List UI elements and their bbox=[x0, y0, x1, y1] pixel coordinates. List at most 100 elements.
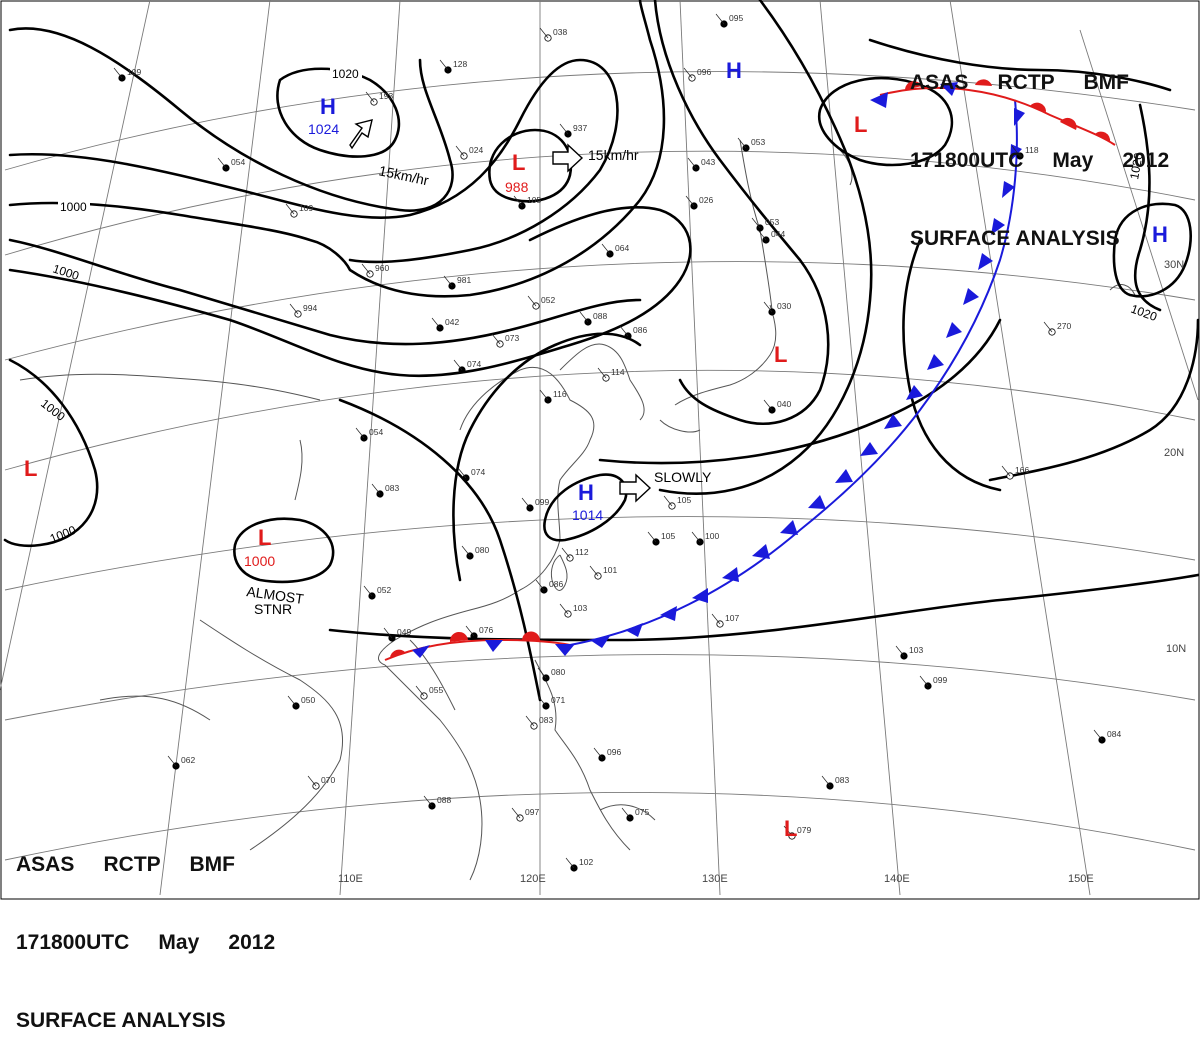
station-value: 024 bbox=[469, 145, 483, 155]
wind-barb bbox=[619, 325, 629, 337]
motion-text: 15km/hr 15km/hr SLOWLY ALMOST STNR bbox=[246, 147, 712, 617]
cold-front-barb bbox=[780, 520, 798, 535]
wind-barb bbox=[663, 495, 673, 507]
warm-front-symbols bbox=[390, 79, 1111, 658]
wind-barb bbox=[751, 217, 761, 229]
high-1024-value: 1024 bbox=[308, 121, 339, 137]
graticule bbox=[0, 0, 1199, 896]
wind-barb bbox=[513, 195, 523, 207]
wind-barb bbox=[559, 123, 569, 135]
station-value: 040 bbox=[777, 399, 791, 409]
wind-barb bbox=[285, 203, 295, 215]
station-value: 052 bbox=[377, 585, 391, 595]
high-ne-letter: H bbox=[726, 58, 742, 83]
station-value: 083 bbox=[385, 483, 399, 493]
low-988-letter: L bbox=[512, 150, 525, 175]
station-value: 086 bbox=[549, 579, 563, 589]
station-value: 075 bbox=[635, 807, 649, 817]
cold-front-barb bbox=[940, 82, 958, 96]
warm-front-bump bbox=[449, 631, 468, 642]
station-value: 074 bbox=[471, 467, 485, 477]
wind-barb bbox=[511, 807, 521, 819]
warm-front-bump bbox=[905, 81, 922, 90]
cold-front-barb bbox=[590, 636, 610, 648]
station-value: 064 bbox=[615, 243, 629, 253]
cold-front-barb bbox=[906, 385, 923, 400]
isobar-center bbox=[8, 206, 692, 377]
station-value: 994 bbox=[303, 303, 317, 313]
wind-barb bbox=[383, 627, 393, 639]
wind-barb bbox=[287, 695, 297, 707]
wind-barb bbox=[763, 301, 773, 313]
isobar-nw-2 bbox=[8, 58, 619, 264]
station-value: 270 bbox=[1057, 321, 1071, 331]
cold-front-barb bbox=[860, 442, 878, 456]
isobar-japan-1 bbox=[653, 0, 830, 426]
wind-barb bbox=[919, 675, 929, 687]
header-bottom-left: ASAS RCTP BMF 171800UTC May 2012 SURFACE… bbox=[16, 800, 275, 1060]
station-value: 114 bbox=[611, 367, 625, 377]
header-title-line: SURFACE ANALYSIS bbox=[16, 1009, 226, 1032]
station-value: 166 bbox=[1015, 465, 1029, 475]
wind-barb bbox=[443, 275, 453, 287]
cold-front-barb bbox=[1010, 144, 1022, 162]
station-value: 079 bbox=[797, 825, 811, 835]
station-value: 099 bbox=[535, 497, 549, 507]
wind-barb bbox=[561, 547, 571, 559]
wind-barb bbox=[371, 483, 381, 495]
isobar-japan-2 bbox=[658, 0, 873, 495]
map-frame bbox=[0, 0, 1200, 900]
station-value: 050 bbox=[301, 695, 315, 705]
wind-barb bbox=[711, 613, 721, 625]
wind-barb bbox=[593, 747, 603, 759]
wind-barb bbox=[525, 715, 535, 727]
warm-front-bump bbox=[1095, 131, 1111, 142]
station-value: 103 bbox=[909, 645, 923, 655]
wind-barb bbox=[597, 367, 607, 379]
station-value: 026 bbox=[699, 195, 713, 205]
warm-front-ne bbox=[879, 87, 1116, 146]
wind-barb bbox=[579, 311, 589, 323]
isobar-far-east bbox=[902, 238, 1002, 492]
high-1014-motion: SLOWLY bbox=[654, 469, 712, 485]
high-1024-letter: H bbox=[320, 94, 336, 119]
low-west-letter: L bbox=[24, 456, 37, 481]
wind-barb bbox=[217, 157, 227, 169]
wind-barb bbox=[687, 157, 697, 169]
station-value: 088 bbox=[593, 311, 607, 321]
station-value: 083 bbox=[835, 775, 849, 785]
station-value: 097 bbox=[525, 807, 539, 817]
station-value: 080 bbox=[475, 545, 489, 555]
station-value: 073 bbox=[505, 333, 519, 343]
longitude-label: 110E bbox=[338, 873, 363, 885]
cold-front-barb bbox=[625, 623, 643, 637]
cold-front-barb bbox=[485, 640, 503, 652]
wind-barb bbox=[1011, 145, 1021, 157]
station-value: 076 bbox=[479, 625, 493, 635]
station-value: 054 bbox=[369, 427, 383, 437]
longitude-label: 130E bbox=[702, 873, 728, 885]
graticule-labels: 110E 120E 130E 140E 150E 30N 20N 10N bbox=[338, 259, 1186, 885]
isobar-south-bottom bbox=[328, 573, 1200, 642]
pressure-centers: H 1024 L 988 H 1014 L 1000 H H L L L L bbox=[24, 58, 1168, 841]
latitude-label: 10N bbox=[1166, 643, 1186, 655]
station-value: 095 bbox=[729, 13, 743, 23]
isobar-1014-high bbox=[543, 473, 628, 542]
cold-front-symbols bbox=[412, 82, 1025, 658]
isobar-nw-1 bbox=[8, 27, 454, 212]
wind-barb bbox=[621, 807, 631, 819]
cold-front-barb bbox=[884, 414, 902, 429]
latitude-label: 20N bbox=[1164, 447, 1184, 459]
station-value: 055 bbox=[429, 685, 443, 695]
isobar-1000-west bbox=[3, 358, 99, 548]
cold-front-barb bbox=[963, 288, 979, 305]
cold-front-main bbox=[569, 99, 1018, 646]
isobar-label: 1000 bbox=[60, 200, 87, 214]
station-value: 080 bbox=[551, 667, 565, 677]
high-1014-letter: H bbox=[578, 480, 594, 505]
station-value: 042 bbox=[445, 317, 459, 327]
station-value: 100 bbox=[705, 531, 719, 541]
wind-barb bbox=[539, 389, 549, 401]
warm-front-bump bbox=[390, 649, 406, 658]
station-value: 118 bbox=[1025, 145, 1039, 155]
